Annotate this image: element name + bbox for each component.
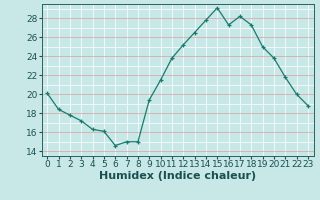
X-axis label: Humidex (Indice chaleur): Humidex (Indice chaleur) [99,171,256,181]
